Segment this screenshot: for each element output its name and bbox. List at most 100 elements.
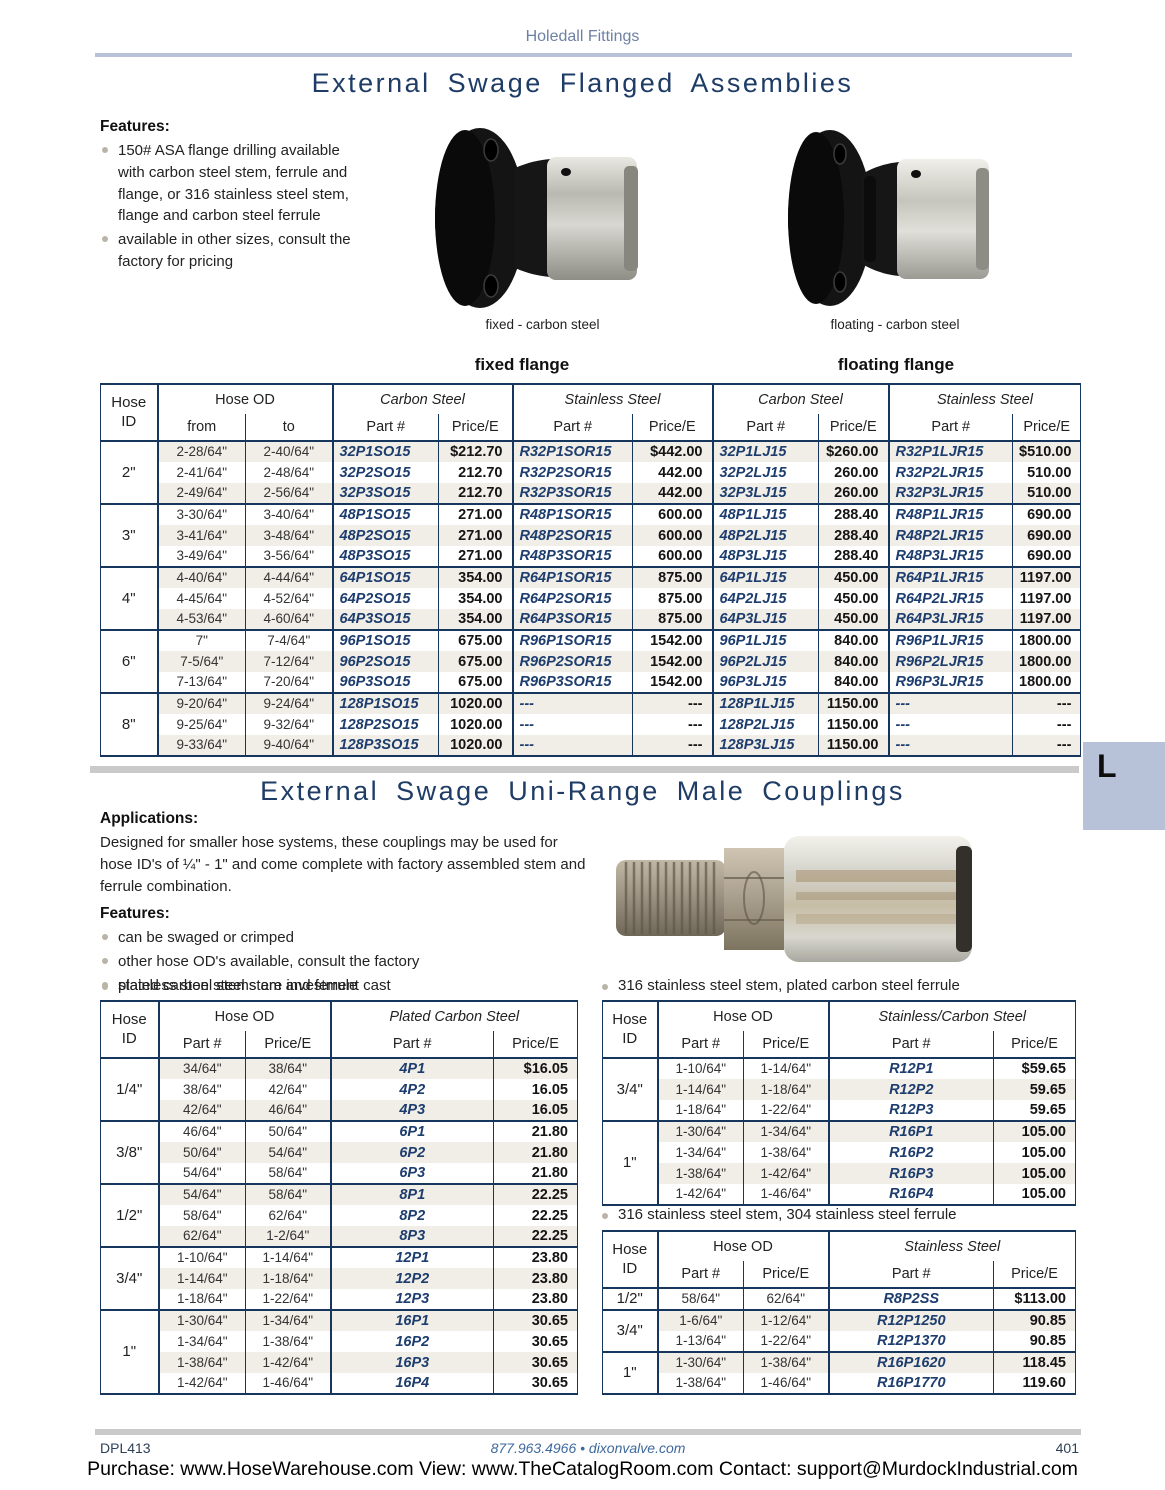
hose-od-header: Hose OD — [656, 1001, 829, 1031]
od-from-cell: 46/64" — [157, 1120, 246, 1142]
od-to-cell: 1-42/64" — [743, 1163, 829, 1184]
od-from-cell: 1-14/64" — [157, 1268, 246, 1289]
price-cell: 1020.00 — [438, 692, 513, 714]
price-cell: --- — [632, 735, 713, 756]
hose-od-header: Hose OD — [656, 1231, 829, 1261]
table-row: 1-42/64" 1-46/64" R16P4 105.00 — [603, 1184, 1076, 1205]
od-to-cell: 1-22/64" — [743, 1331, 829, 1352]
part-number-cell: 4P3 — [329, 1100, 494, 1121]
price-cell: 600.00 — [632, 503, 713, 525]
price-cell: $113.00 — [993, 1287, 1076, 1310]
table-row: 3" 3-30/64" 3-40/64" 48P1SO15 271.00 R48P1SOR… — [100, 503, 1081, 567]
part-number-cell: 4P1 — [329, 1057, 494, 1079]
price-cell: 450.00 — [818, 566, 889, 588]
table-row: 3/4" 1-6/64" 1-12/64" R12P1250 90.85 — [602, 1309, 1076, 1352]
bullet-icon — [102, 934, 108, 941]
part-number-cell: R48P1LJR15 — [887, 503, 1013, 525]
feature-item: other hose OD's available, consult the f… — [100, 951, 590, 973]
price-cell: 1197.00 — [1011, 588, 1081, 609]
part-number-cell: --- — [511, 714, 633, 735]
price-header: Price/E — [818, 414, 889, 441]
od-to-cell: 2-56/64" — [245, 483, 333, 504]
part-number-cell: 128P2SO15 — [331, 714, 439, 735]
price-cell: $59.65 — [993, 1057, 1076, 1079]
part-number-cell: R48P1SOR15 — [511, 503, 633, 525]
od-to-cell: 1-42/64" — [245, 1352, 331, 1373]
part-header: Part # — [511, 414, 633, 441]
part-number-cell: R64P3SOR15 — [511, 609, 633, 630]
price-cell: 23.80 — [493, 1246, 578, 1268]
part-number-cell: 128P3LJ15 — [711, 735, 819, 756]
carbon-steel-header: Carbon Steel — [331, 384, 513, 414]
od-from-cell: 9-25/64" — [156, 714, 246, 735]
part-number-cell: R16P1770 — [827, 1373, 994, 1394]
price-cell: $212.70 — [438, 440, 513, 462]
part-number-cell: R64P2LJR15 — [887, 588, 1013, 609]
part-number-cell: 8P3 — [329, 1226, 494, 1247]
od-to-cell: 1-38/64" — [245, 1331, 331, 1352]
od-to-cell: 3-40/64" — [245, 503, 333, 525]
catalog-table: Hose ID Hose OD Stainless/Carbon Steel Part… — [602, 1000, 1076, 1206]
part-number-cell: 128P3SO15 — [331, 735, 439, 756]
part-number-cell: 64P3SO15 — [331, 609, 439, 630]
price-cell: 16.05 — [493, 1100, 578, 1121]
price-cell: 1020.00 — [438, 714, 513, 735]
od-from-cell: 62/64" — [157, 1226, 246, 1247]
section-letter-tab: L — [1083, 742, 1165, 830]
price-header: Price/E — [1011, 414, 1081, 441]
price-cell: 1542.00 — [632, 651, 713, 672]
part-number-cell: 96P1SO15 — [331, 629, 439, 651]
part-number-cell: 32P3SO15 — [331, 483, 439, 504]
od-from-cell: 58/64" — [157, 1205, 246, 1226]
table-row: 2-49/64" 2-56/64" 32P3SO15 212.70 R32P3SOR15… — [101, 483, 1081, 504]
price-cell: 288.40 — [818, 503, 889, 525]
bullet-icon — [602, 984, 608, 990]
od-from-cell: 3-30/64" — [156, 503, 246, 525]
table-row: 1" 1-30/64" 1-34/64" 16P1 30.65 — [100, 1309, 578, 1394]
table3-bullet: 316 stainless steel stem, 304 stainless … — [600, 1206, 1080, 1223]
section-divider — [90, 766, 1079, 773]
part-number-cell: 96P2SO15 — [331, 651, 439, 672]
table3-bullet-text: 316 stainless steel stem, 304 stainless … — [618, 1206, 957, 1223]
price-cell: 450.00 — [818, 588, 889, 609]
part-number-cell: 8P2 — [329, 1205, 494, 1226]
od-from-cell: 7-13/64" — [156, 672, 246, 693]
part-number-cell: R64P3LJR15 — [887, 609, 1013, 630]
table-row: 4" 4-40/64" 4-44/64" 64P1SO15 354.00 R64P1SOR… — [100, 566, 1081, 630]
od-from-cell: 1-34/64" — [656, 1142, 744, 1163]
od-from-cell: 38/64" — [157, 1079, 246, 1100]
od-from-cell: 1-30/64" — [656, 1120, 744, 1142]
od-to-cell: 1-46/64" — [743, 1184, 829, 1205]
price-cell: 442.00 — [632, 483, 713, 504]
bullet-icon — [102, 984, 108, 990]
part-header: Part # — [887, 414, 1013, 441]
part-number-cell: 48P3LJ15 — [711, 546, 819, 567]
hose-id-cell: 1" — [100, 1309, 159, 1394]
table-row: 62/64" 1-2/64" 8P3 22.25 — [101, 1226, 578, 1247]
od-from-cell: 1-18/64" — [157, 1289, 246, 1310]
od-from-cell: 7-5/64" — [156, 651, 246, 672]
price-cell: 271.00 — [438, 503, 513, 525]
part-number-cell: R64P1SOR15 — [511, 566, 633, 588]
price-header: Price/E — [993, 1031, 1076, 1058]
price-cell: 690.00 — [1011, 503, 1081, 525]
price-cell: 675.00 — [438, 672, 513, 693]
table2-bullet-text: 316 stainless steel stem, plated carbon … — [618, 977, 960, 994]
price-cell: 22.25 — [493, 1205, 578, 1226]
table-row: 6" 7" 7-4/64" 96P1SO15 675.00 R96P1SOR15 1542.… — [100, 629, 1081, 693]
part-number-cell: R16P4 — [827, 1184, 994, 1205]
table-row: 3/4" 1-10/64" 1-14/64" R12P1 $59.65 — [602, 1057, 1076, 1121]
part-number-cell: 96P1LJ15 — [711, 629, 819, 651]
part-number-cell: R8P2SS — [827, 1287, 994, 1310]
price-cell: $510.00 — [1011, 440, 1081, 462]
part-number-cell: 6P1 — [329, 1120, 494, 1142]
feature-text: stainless steel stems are investment cas… — [118, 976, 391, 994]
part-number-cell: R12P2 — [827, 1079, 994, 1100]
price-cell: 510.00 — [1011, 483, 1081, 504]
hose-id-header: Hose ID — [100, 384, 158, 441]
part-number-cell: 48P1LJ15 — [711, 503, 819, 525]
part-number-cell: R16P1620 — [827, 1351, 994, 1373]
price-cell: --- — [1011, 735, 1081, 756]
part-number-cell: --- — [511, 735, 633, 756]
od-to-cell: 1-2/64" — [245, 1226, 331, 1247]
